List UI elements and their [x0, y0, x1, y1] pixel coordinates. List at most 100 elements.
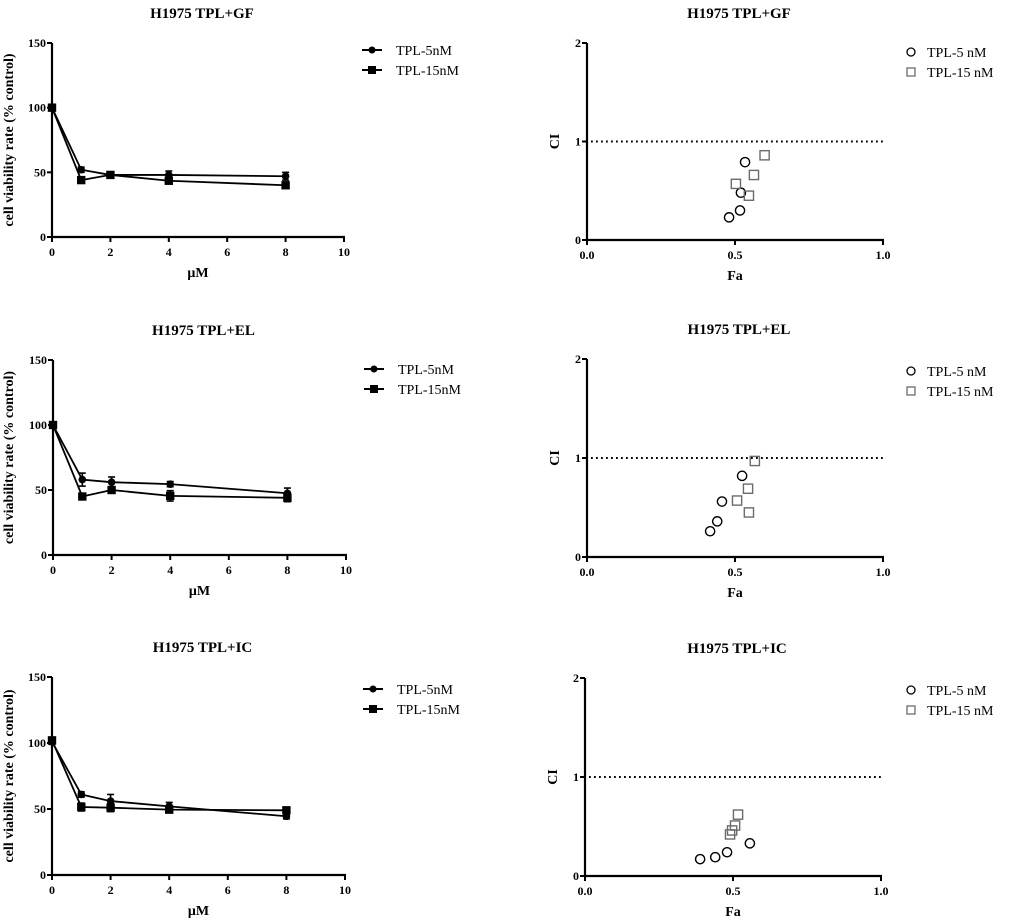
- x-tick-label: 0.0: [580, 565, 595, 579]
- series-line: [51, 107, 286, 178]
- data-point: [759, 149, 770, 161]
- series-line: [51, 739, 287, 812]
- legend-label: TPL-15nM: [398, 383, 462, 398]
- y-axis-label: cell viability rate (% control): [2, 371, 17, 544]
- data-point: [748, 169, 760, 181]
- y-tick-label: 50: [34, 165, 46, 179]
- x-tick-label: 0: [49, 883, 55, 897]
- x-tick-label: 10: [338, 245, 350, 259]
- x-tick-label: 2: [108, 883, 114, 897]
- data-point: [732, 809, 744, 820]
- data-point: [78, 475, 87, 484]
- data-point: [729, 820, 741, 831]
- legend-label: TPL-5nM: [396, 44, 453, 59]
- y-tick-label: 1: [575, 135, 581, 149]
- legend-label: TPL-5nM: [397, 683, 454, 698]
- y-tick-label: 0: [575, 233, 581, 247]
- x-tick-label: 8: [284, 563, 290, 577]
- y-tick-label: 50: [35, 483, 47, 497]
- data-point: [704, 525, 716, 537]
- data-point: [77, 790, 86, 799]
- x-tick-label: 4: [166, 245, 172, 259]
- series-TPL-5 nM: [694, 838, 756, 865]
- x-tick-label: 2: [107, 245, 113, 259]
- legend-label: TPL-5 nM: [927, 684, 987, 699]
- y-axis-label: CI: [548, 450, 563, 466]
- x-tick-label: 0.0: [580, 248, 595, 262]
- legend-marker-square: [906, 386, 916, 396]
- y-tick-label: 100: [28, 101, 46, 115]
- data-point: [48, 420, 58, 430]
- legend-marker-square: [368, 66, 376, 74]
- legend-label: TPL-15 nM: [927, 704, 994, 719]
- x-tick-label: 8: [283, 245, 289, 259]
- data-point: [78, 492, 87, 501]
- data-point: [106, 803, 115, 812]
- data-point: [47, 736, 57, 745]
- legend-marker-circle: [906, 47, 916, 57]
- data-point: [734, 205, 746, 216]
- data-point: [723, 212, 735, 223]
- legend-label: TPL-15nM: [397, 703, 461, 718]
- x-tick-label: 1.0: [876, 565, 891, 579]
- x-tick-label: 2: [109, 563, 115, 577]
- legend-marker-square: [370, 385, 378, 393]
- y-tick-label: 2: [575, 36, 581, 50]
- x-tick-label: 0: [49, 245, 55, 259]
- legend-label: TPL-5 nM: [927, 46, 987, 61]
- data-point: [282, 806, 291, 815]
- legend-label: TPL-5 nM: [927, 365, 987, 380]
- x-tick-label: 10: [339, 883, 351, 897]
- x-tick-label: 4: [167, 563, 173, 577]
- x-tick-label: 0.0: [578, 884, 593, 898]
- legend-label: TPL-15 nM: [927, 385, 994, 400]
- data-point: [165, 805, 174, 814]
- chart-ci-ic: H1975 TPL+IC 0.0 0.5 1.0 0 1 2 Fa CI TPL-5 nM TPL-…: [546, 641, 994, 920]
- x-tick-label: 6: [226, 563, 232, 577]
- chart-title: H1975 TPL+GF: [687, 6, 791, 22]
- data-point: [711, 516, 723, 527]
- y-axis-label: CI: [548, 134, 563, 150]
- y-axis-label: cell viability rate (% control): [2, 53, 17, 226]
- y-tick-label: 2: [573, 671, 579, 685]
- y-tick-label: 0: [573, 869, 579, 883]
- x-tick-label: 10: [340, 563, 352, 577]
- x-tick-label: 0.5: [726, 884, 741, 898]
- data-point: [743, 190, 755, 201]
- chart-title: H1975 TPL+EL: [152, 323, 255, 339]
- data-point: [731, 495, 743, 506]
- y-tick-label: 50: [34, 802, 46, 816]
- x-axis-label: Fa: [725, 905, 741, 920]
- data-point: [730, 178, 742, 190]
- data-point: [739, 156, 751, 168]
- data-point: [77, 165, 85, 174]
- data-point: [107, 478, 116, 487]
- data-point: [164, 176, 173, 185]
- legend-marker-circle: [370, 365, 378, 373]
- y-tick-label: 100: [28, 736, 46, 750]
- series-TPL-15nM: [48, 420, 292, 503]
- x-axis-label: Fa: [727, 269, 743, 284]
- data-point: [166, 480, 174, 488]
- data-point: [742, 483, 754, 494]
- y-axis-label: cell viability rate (% control): [2, 689, 17, 862]
- data-point: [736, 470, 748, 482]
- chart-title: H1975 TPL+EL: [688, 322, 791, 338]
- legend-marker-square: [906, 67, 916, 77]
- y-tick-label: 1: [575, 451, 581, 465]
- x-axis-label: μM: [187, 266, 208, 281]
- data-point: [77, 802, 86, 812]
- series-TPL-5 nM: [723, 156, 751, 223]
- legend-label: TPL-5nM: [398, 363, 455, 378]
- legend-label: TPL-15nM: [396, 64, 460, 79]
- series-TPL-15 nM: [731, 455, 761, 518]
- chart-title: H1975 TPL+IC: [153, 640, 253, 656]
- x-axis-label: μM: [189, 584, 210, 599]
- legend-marker-circle: [906, 366, 916, 376]
- legend-label: TPL-15 nM: [927, 66, 994, 81]
- x-tick-label: 1.0: [874, 884, 889, 898]
- chart-ci-gf: H1975 TPL+GF 0.0 0.5 1.0 0 1 2 Fa CI TPL-5 nM TPL-…: [548, 6, 994, 284]
- chart-title: H1975 TPL+GF: [150, 6, 254, 22]
